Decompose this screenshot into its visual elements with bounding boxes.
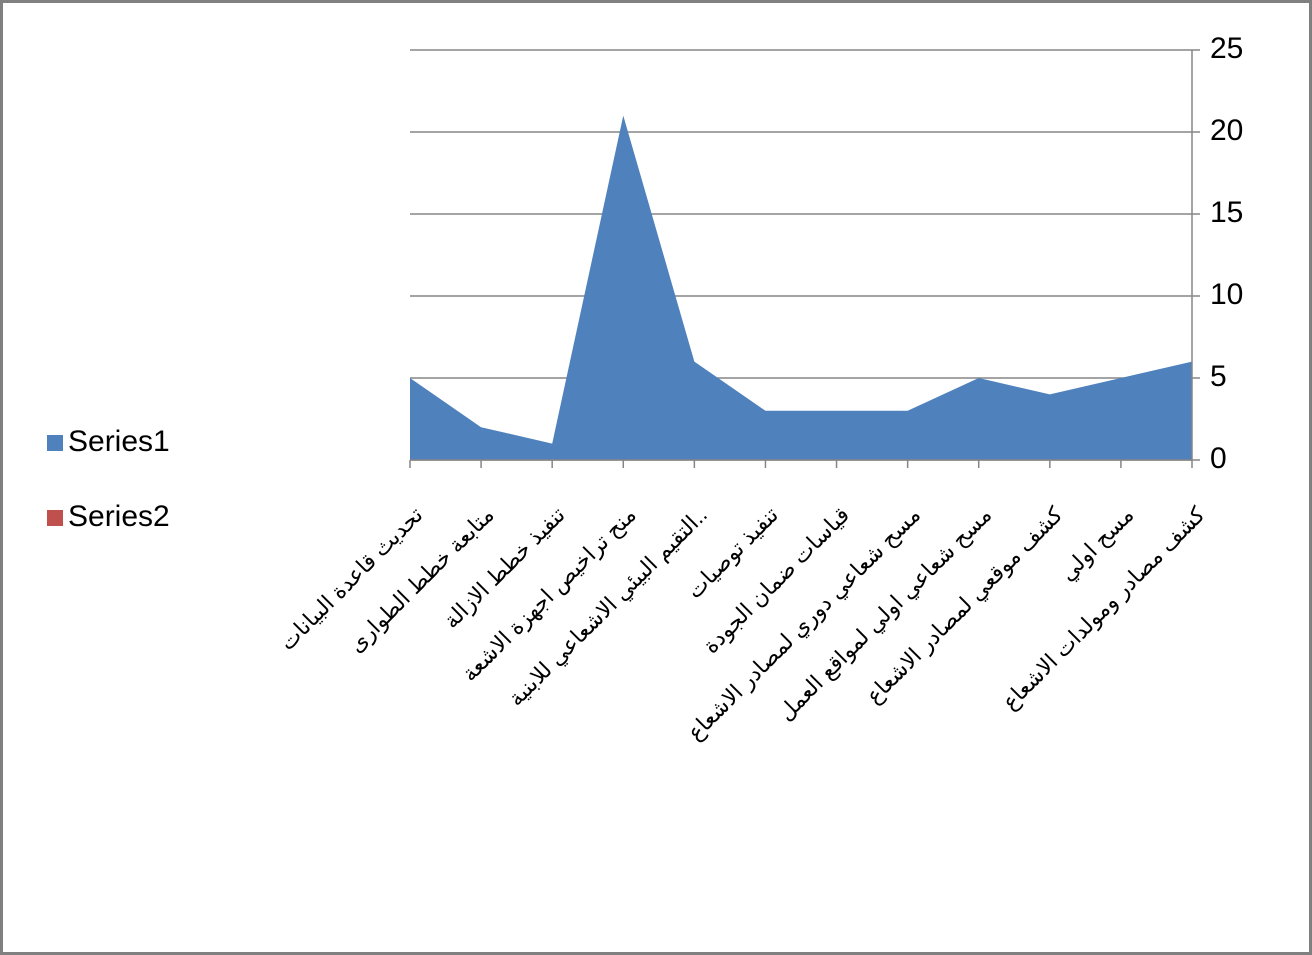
legend-label: Series1 (68, 425, 170, 458)
y-tick-label: 5 (1210, 360, 1227, 393)
legend-label: Series2 (68, 500, 170, 533)
legend-swatch (47, 435, 63, 451)
area (410, 115, 1192, 460)
y-tick-label: 20 (1210, 114, 1243, 147)
y-tick-label: 25 (1210, 32, 1243, 65)
legend-swatch (47, 510, 63, 526)
y-tick-label: 10 (1210, 278, 1243, 311)
y-tick-label: 15 (1210, 196, 1243, 229)
y-tick-label: 0 (1210, 442, 1227, 475)
